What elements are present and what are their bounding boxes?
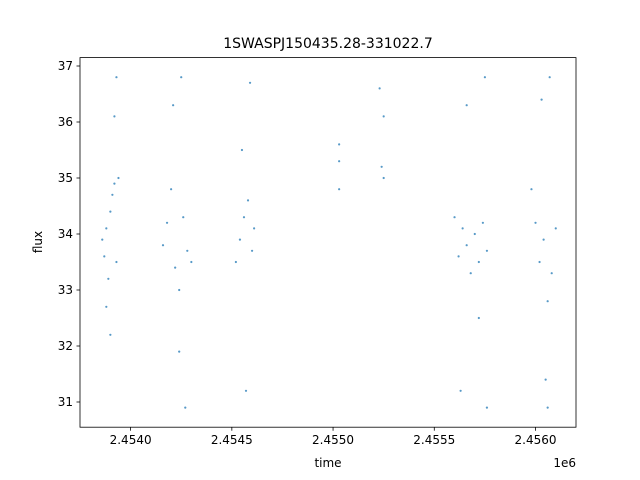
- data-point: [546, 300, 549, 303]
- data-point: [550, 272, 553, 275]
- data-point: [459, 389, 462, 392]
- chart-title: 1SWASPJ150435.28-331022.7: [223, 36, 432, 52]
- x-tick-label: 2.4560: [515, 433, 557, 447]
- data-point: [548, 76, 551, 79]
- data-point: [246, 199, 250, 202]
- data-point: [481, 221, 484, 224]
- data-point: [109, 210, 112, 213]
- data-point: [544, 378, 547, 381]
- data-point: [546, 406, 549, 409]
- x-tick-label: 2.4545: [211, 433, 253, 447]
- data-point: [101, 238, 104, 241]
- data-point: [180, 76, 183, 79]
- x-axis-label: time: [314, 456, 341, 470]
- data-point: [485, 406, 489, 409]
- data-point: [338, 160, 341, 163]
- data-point: [477, 316, 480, 320]
- data-point: [242, 216, 246, 219]
- y-axis-ticks: 31 32 33 34 35 36 37: [58, 59, 80, 409]
- x-tick-label: 2.4550: [312, 433, 354, 447]
- data-point: [485, 249, 489, 252]
- data-point: [378, 87, 381, 90]
- data-point: [538, 260, 541, 264]
- data-point: [534, 221, 537, 224]
- data-point: [109, 333, 112, 336]
- data-point: [172, 104, 175, 107]
- data-point: [469, 272, 472, 275]
- data-point: [178, 288, 181, 292]
- x-tick-label: 2.4540: [110, 433, 152, 447]
- y-tick-label: 33: [58, 283, 73, 297]
- data-point: [234, 260, 237, 264]
- x-axis-offset-label: 1e6: [553, 456, 576, 470]
- data-point: [457, 255, 460, 258]
- data-point: [240, 148, 244, 152]
- data-point: [540, 98, 543, 101]
- data-point: [117, 176, 120, 180]
- data-point: [111, 193, 114, 196]
- y-tick-label: 34: [58, 227, 73, 241]
- data-point: [473, 232, 476, 236]
- data-point: [113, 115, 116, 118]
- y-tick-label: 35: [58, 171, 73, 185]
- data-point: [253, 227, 256, 230]
- data-point: [338, 188, 341, 191]
- data-point: [165, 221, 169, 224]
- data-point: [244, 389, 248, 392]
- data-point: [186, 249, 189, 252]
- data-point: [161, 244, 165, 247]
- data-points: [101, 76, 557, 409]
- y-tick-label: 36: [58, 115, 73, 129]
- y-tick-label: 31: [58, 395, 73, 409]
- data-point: [184, 406, 187, 409]
- plot-frame: [79, 57, 577, 428]
- data-point: [338, 143, 341, 146]
- data-point: [461, 227, 464, 230]
- data-point: [170, 188, 173, 191]
- data-point: [105, 227, 108, 230]
- data-point: [248, 81, 252, 84]
- x-axis-ticks: 2.4540 2.4545 2.4550 2.4555 2.4560: [110, 427, 557, 447]
- data-point: [382, 176, 385, 180]
- data-point: [465, 244, 468, 247]
- data-point: [380, 165, 383, 168]
- data-point: [250, 249, 254, 252]
- data-point: [477, 260, 480, 264]
- data-point: [542, 238, 545, 241]
- y-tick-label: 37: [58, 59, 73, 73]
- data-point: [105, 305, 108, 308]
- data-point: [382, 115, 385, 118]
- data-point: [465, 104, 468, 107]
- data-point: [554, 227, 557, 230]
- data-point: [115, 260, 118, 264]
- data-point: [453, 216, 456, 219]
- data-point: [483, 76, 486, 79]
- y-tick-label: 32: [58, 339, 73, 353]
- data-point: [113, 182, 116, 185]
- data-point: [115, 76, 118, 79]
- data-point: [174, 266, 177, 269]
- data-point: [178, 350, 181, 353]
- data-point: [530, 188, 533, 191]
- data-point: [103, 255, 106, 258]
- data-point: [182, 216, 185, 219]
- y-axis-label: flux: [31, 231, 45, 253]
- data-point: [107, 277, 110, 280]
- x-tick-label: 2.4555: [413, 433, 455, 447]
- data-point: [190, 260, 193, 264]
- data-point: [238, 238, 242, 241]
